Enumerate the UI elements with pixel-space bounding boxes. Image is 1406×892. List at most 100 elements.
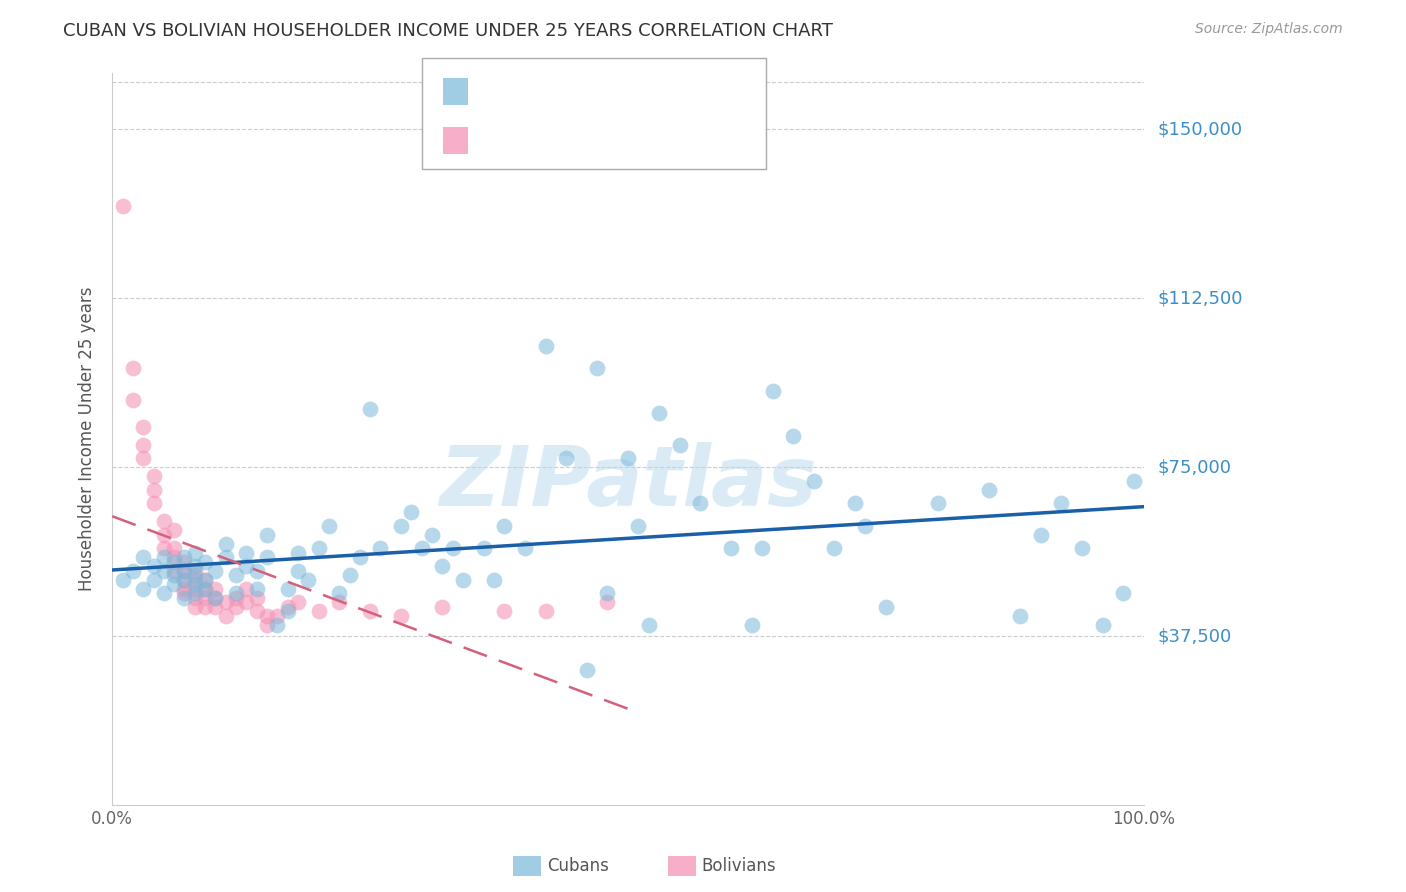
Point [163,564,186,578]
Point [173,586,195,600]
Point [1050,496,1073,510]
Point [668,437,690,451]
Text: $75,000: $75,000 [1159,458,1232,476]
Point [132,437,155,451]
Point [163,568,186,582]
Point [277,582,299,596]
Point [194,582,217,596]
Point [173,550,195,565]
Point [163,523,186,537]
Point [1112,586,1135,600]
Text: R =: R = [477,132,516,150]
Point [194,555,217,569]
Point [132,419,155,434]
Point [132,550,155,565]
Point [184,582,207,596]
Text: CUBAN VS BOLIVIAN HOUSEHOLDER INCOME UNDER 25 YEARS CORRELATION CHART: CUBAN VS BOLIVIAN HOUSEHOLDER INCOME UND… [63,22,834,40]
Point [389,518,412,533]
Point [184,564,207,578]
Point [194,591,217,605]
Point [184,586,207,600]
Text: 0.298: 0.298 [524,82,582,101]
Y-axis label: Householder Income Under 25 years: Householder Income Under 25 years [79,287,96,591]
Text: 54: 54 [643,132,668,150]
Point [246,604,269,618]
Point [142,573,165,587]
Point [855,518,877,533]
Point [637,618,659,632]
Point [256,618,278,632]
Text: N =: N = [595,132,634,150]
Point [432,559,454,574]
Point [163,577,186,591]
Point [153,514,176,528]
Point [173,555,195,569]
Point [297,573,319,587]
Point [184,591,207,605]
Point [1071,541,1094,556]
Point [494,518,516,533]
Point [586,361,609,376]
Point [349,550,371,565]
Point [184,573,207,587]
Text: 90: 90 [643,82,668,101]
Point [173,564,195,578]
Point [215,537,238,551]
Point [287,564,309,578]
Point [122,361,145,376]
Text: $37,500: $37,500 [1159,627,1232,645]
Point [534,338,557,352]
Point [122,392,145,407]
Point [204,591,226,605]
Point [482,573,505,587]
Point [1122,474,1144,488]
Point [204,599,226,614]
Point [401,505,423,519]
Point [246,582,269,596]
Point [451,573,474,587]
Point [359,401,381,416]
Point [204,582,226,596]
Point [596,595,619,609]
Point [844,496,866,510]
Point [225,586,247,600]
Point [173,582,195,596]
Point [575,663,598,677]
Point [215,608,238,623]
Point [173,564,195,578]
Point [173,573,195,587]
Point [1091,618,1114,632]
Point [720,541,742,556]
Point [339,568,361,582]
Point [153,550,176,565]
Text: R =: R = [477,82,516,101]
Point [246,591,269,605]
Point [153,564,176,578]
Point [173,591,195,605]
Point [441,541,464,556]
Point [513,541,536,556]
Point [194,599,217,614]
Point [194,573,217,587]
Point [596,586,619,600]
Point [256,528,278,542]
Point [555,451,578,466]
Point [194,582,217,596]
Point [142,483,165,497]
Point [534,604,557,618]
Point [617,451,640,466]
Point [420,528,443,542]
Point [173,573,195,587]
Point [235,595,257,609]
Point [235,546,257,560]
Point [163,550,186,565]
Text: ZIPatlas: ZIPatlas [439,442,817,524]
Point [875,599,897,614]
Point [277,599,299,614]
Point [370,541,392,556]
Point [648,406,671,420]
Point [163,541,186,556]
Point [225,591,247,605]
Point [328,595,350,609]
Point [472,541,495,556]
